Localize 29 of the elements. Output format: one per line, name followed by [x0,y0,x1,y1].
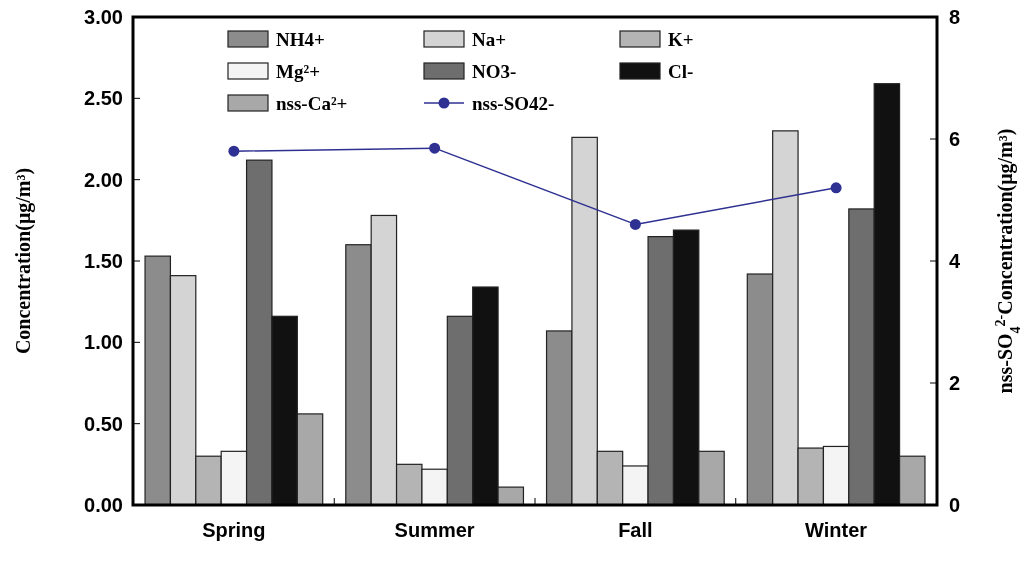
y2-tick-label: 4 [949,250,961,272]
y2-tick-label: 2 [949,372,961,394]
y-tick-label: 2.00 [84,168,123,191]
y2-tick-label: 0 [949,494,961,516]
x-tick-label: Summer [394,519,475,541]
x-tick-label: Fall [618,519,653,541]
y-tick-label: 0.00 [84,494,123,516]
x-tick-label: Spring [202,519,266,541]
y-tick-label: 1.00 [84,331,123,354]
y-tick-label: 1.50 [84,250,123,272]
point [228,145,240,157]
legend-label: K+ [668,28,694,50]
legend-label: Cl- [668,60,694,82]
y-tick-label: 2.50 [84,87,123,110]
point [830,182,842,194]
legend-label: NO3- [472,60,517,82]
y-axis-title: Concentration(μg/m³) [12,167,35,355]
legend-label: nss-SO42- [472,92,555,114]
legend-label: Na+ [472,28,507,50]
point [629,218,641,230]
x-tick-label: Winter [805,519,868,541]
y2-tick-label: 8 [949,6,961,28]
point [429,142,441,154]
y-tick-label: 0.50 [84,412,123,435]
legend-label: nss-Ca²+ [276,92,348,114]
y2-tick-label: 6 [949,128,961,150]
y-tick-label: 3.00 [84,6,123,28]
legend-label: NH4+ [276,28,325,50]
legend-label: Mg²+ [276,60,320,82]
